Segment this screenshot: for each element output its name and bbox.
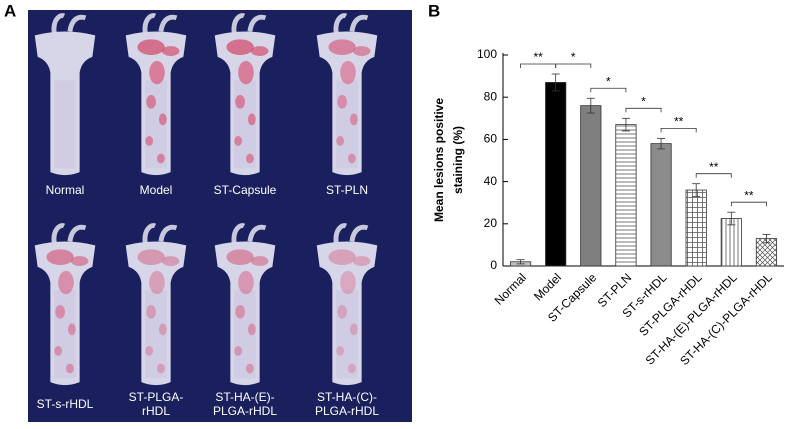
error-bar (586, 97, 595, 114)
photo-label: ST-HA-(E)- (215, 390, 274, 404)
x-tick-label: Normal (492, 270, 529, 307)
bar (615, 124, 637, 267)
photo-label: ST-HA-(C)- (317, 390, 377, 404)
error-bar (692, 183, 701, 197)
significance-bracket (660, 127, 697, 133)
significance-label: * (571, 50, 576, 64)
significance-bracket (625, 107, 662, 113)
photo-label: ST-s-rHDL (37, 397, 94, 411)
photo-label: ST-Capsule (214, 183, 277, 197)
photo-label: Normal (46, 183, 85, 197)
significance-label: ** (674, 115, 684, 129)
bar (545, 82, 567, 267)
panel-label: A (4, 1, 16, 20)
bar (580, 105, 602, 267)
bar (720, 218, 742, 267)
y-tick-label: 60 (484, 132, 498, 146)
significance-bracket (520, 63, 557, 68)
significance-bracket (590, 87, 627, 93)
error-bar (657, 137, 666, 150)
significance-label: * (606, 74, 611, 88)
significance-label: * (641, 94, 646, 108)
y-tick-label: 0 (490, 258, 497, 272)
error-bar (516, 259, 525, 265)
panel-label: B (428, 1, 440, 20)
significance-label: ** (533, 50, 543, 64)
y-tick-label: 40 (484, 174, 498, 188)
significance-label: ** (744, 188, 754, 202)
photo-label: ST-PLGA- (129, 390, 184, 404)
bar (650, 143, 672, 267)
error-bar (551, 73, 560, 92)
error-bar (727, 211, 736, 226)
photo-label: ST-PLN (326, 183, 368, 197)
significance-bracket (730, 201, 767, 207)
photo-label: PLGA-rHDL (315, 404, 379, 418)
error-bar (762, 233, 771, 244)
error-bar (621, 117, 630, 132)
photo-label: PLGA-rHDL (213, 404, 277, 418)
y-tick-label: 20 (484, 216, 498, 230)
bar (685, 189, 707, 267)
y-axis-label: Mean lesions positive (432, 98, 446, 222)
photo-label: Model (140, 183, 173, 197)
photo-label: rHDL (142, 404, 170, 418)
y-tick-label: 100 (477, 47, 497, 61)
x-tick-label: Model (531, 270, 564, 303)
significance-bracket (555, 63, 592, 68)
y-axis-label: staining (%) (451, 126, 465, 194)
significance-bracket (695, 173, 732, 178)
significance-label: ** (709, 160, 719, 174)
y-tick-label: 80 (484, 89, 498, 103)
